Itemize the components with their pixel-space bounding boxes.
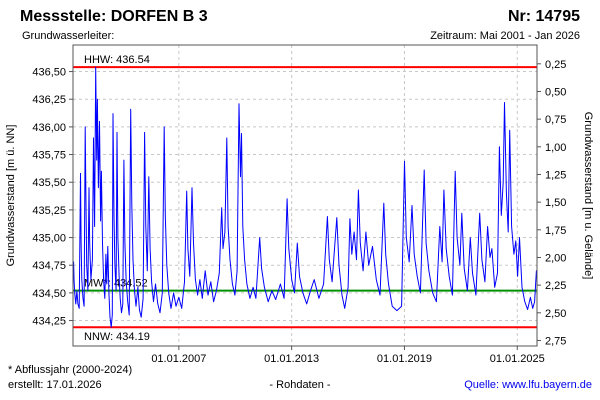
- nnw-label: NNW: 434.19: [84, 331, 150, 343]
- y-left-tick-label: 435,00: [32, 233, 66, 245]
- groundwater-series-line: [73, 66, 537, 328]
- y-right-tick-label: 2,25: [545, 280, 566, 292]
- y-left-tick-label: 436,50: [32, 67, 66, 79]
- y-left-tick-label: 435,50: [32, 177, 66, 189]
- y-left-tick-label: 434,25: [32, 316, 66, 328]
- page-title: Messstelle: DORFEN B 3: [20, 8, 208, 25]
- y-right-tick-label: 0,50: [545, 86, 566, 98]
- y-right-tick-label: 1,50: [545, 197, 566, 209]
- y-left-tick-label: 436,00: [32, 122, 66, 134]
- footnote-abflussjahr: * Abflussjahr (2000-2024): [8, 364, 133, 376]
- hhw-label: HHW: 436.54: [84, 54, 150, 66]
- y-left-tick-label: 436,25: [32, 94, 66, 106]
- created-date: erstellt: 17.01.2026: [8, 379, 102, 391]
- y-left-tick-label: 435,25: [32, 205, 66, 217]
- y-left-tick-label: 434,50: [32, 288, 66, 300]
- y-left-tick-label: 435,75: [32, 150, 66, 162]
- y-left-axis-title: Grundwasserstand [m ü. NN]: [5, 125, 17, 267]
- x-tick-label: 01.01.2025: [490, 353, 545, 365]
- x-tick-label: 01.01.2019: [377, 353, 432, 365]
- y-right-axis-title: Grundwasserstand [m u. Gelände]: [582, 112, 594, 280]
- y-right-tick-label: 1,75: [545, 225, 566, 237]
- source-link[interactable]: Quelle: www.lfu.bayern.de: [464, 379, 592, 391]
- y-right-tick-label: 2,50: [545, 308, 566, 320]
- y-right-tick-label: 2,75: [545, 335, 566, 347]
- y-right-tick-label: 0,75: [545, 114, 566, 126]
- x-tick-label: 01.01.2007: [151, 353, 206, 365]
- y-right-tick-label: 1,25: [545, 169, 566, 181]
- period-label: Zeitraum: Mai 2001 - Jan 2026: [430, 30, 580, 42]
- station-number: Nr: 14795: [507, 8, 580, 25]
- data-type-label: - Rohdaten -: [269, 379, 331, 391]
- x-tick-label: 01.01.2013: [264, 353, 319, 365]
- y-left-tick-label: 434,75: [32, 260, 66, 272]
- y-right-tick-label: 0,25: [545, 59, 566, 71]
- plot-frame: [72, 44, 538, 347]
- aquifer-label: Grundwasserleiter:: [22, 30, 115, 42]
- y-right-tick-label: 1,00: [545, 142, 566, 154]
- y-right-tick-label: 2,00: [545, 252, 566, 264]
